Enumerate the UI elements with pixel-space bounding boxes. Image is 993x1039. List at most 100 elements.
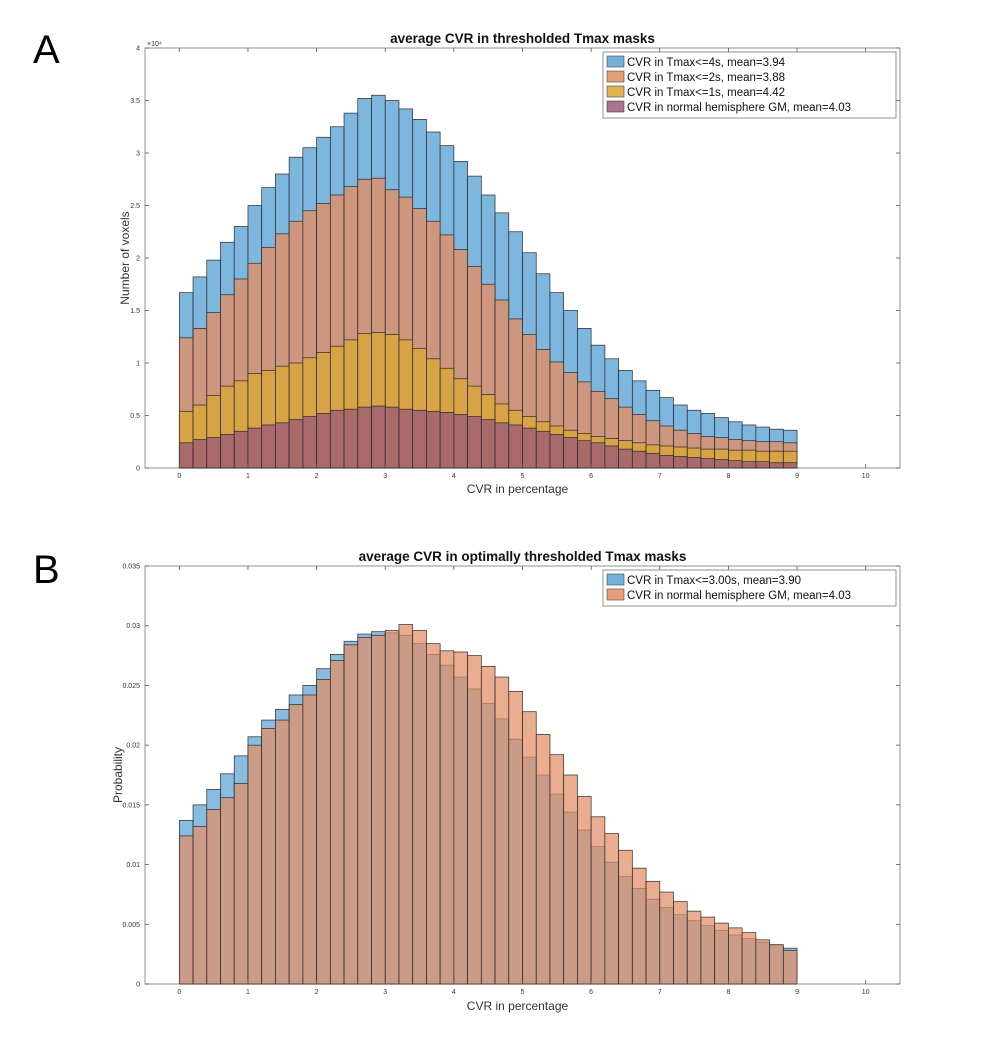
bar (741, 932, 757, 985)
bar (755, 461, 770, 469)
bar (508, 424, 523, 469)
x-tick-label: 4 (452, 989, 456, 996)
bar (261, 728, 276, 985)
bar (645, 880, 661, 985)
bar (206, 437, 221, 469)
x-tick-label: 3 (383, 473, 387, 480)
bar (494, 676, 510, 985)
chart-b: 0 1 2 3 4 5 6 7 8 9 10 0 0.005 0.01 0.015 0.02 0.025 0.03… (111, 549, 901, 1013)
bar (522, 711, 537, 985)
chart-title: average CVR in thresholded Tmax masks (390, 31, 655, 46)
bar (343, 408, 359, 469)
bar (604, 833, 619, 985)
bar (563, 437, 578, 469)
bar (467, 416, 482, 469)
panel-label-a: A (33, 28, 60, 72)
x-tick-label: 7 (658, 473, 662, 480)
legend-entry: CVR in Tmax<=2s, mean=3.88 (627, 72, 785, 84)
y-tick-label: 0 (136, 982, 140, 989)
bar (700, 458, 716, 469)
x-tick-label: 8 (726, 473, 730, 480)
bar (577, 796, 592, 985)
bar (659, 891, 674, 985)
bar (522, 427, 537, 469)
bar (302, 416, 317, 469)
bar (316, 679, 331, 985)
legend-swatch (606, 70, 625, 83)
bar (535, 734, 551, 985)
bar (590, 442, 606, 469)
legend-swatch (606, 573, 625, 586)
legend-swatch (606, 55, 625, 68)
bar (426, 410, 441, 469)
bar (220, 434, 235, 469)
y-tick-label: 0.02 (126, 743, 140, 750)
legend-entry: CVR in normal hemisphere GM, mean=4.03 (627, 590, 851, 602)
bar (549, 754, 565, 985)
y-tick-label: 2.5 (130, 203, 140, 210)
bar (659, 455, 674, 469)
bar (192, 826, 208, 985)
y-axis-label: Number of voxels (118, 211, 132, 304)
x-tick-label: 9 (795, 473, 799, 480)
x-tick-label: 8 (726, 989, 730, 996)
bar (288, 704, 304, 985)
bar (782, 950, 798, 985)
y-tick-label: 0 (136, 466, 140, 473)
bar (508, 691, 523, 985)
bar (673, 901, 688, 985)
legend-entry: CVR in Tmax<=1s, mean=4.42 (627, 87, 785, 99)
y-axis-label: Probability (111, 747, 125, 803)
y-tick-label: 0.005 (122, 922, 140, 929)
bar (220, 797, 235, 985)
bar (357, 406, 372, 469)
bar (329, 409, 345, 469)
bar (631, 450, 647, 469)
bar (439, 412, 455, 469)
bar (769, 944, 784, 985)
y-tick-label: 3 (136, 151, 140, 158)
bar (618, 448, 633, 469)
bar (288, 419, 304, 469)
y-tick-label: 4 (136, 46, 140, 53)
bar (590, 816, 606, 985)
bar (192, 439, 208, 469)
y-tick-label: 0.035 (122, 564, 140, 571)
bar (275, 719, 290, 985)
bar (206, 809, 221, 985)
x-tick-label: 10 (862, 989, 870, 996)
bar (384, 630, 400, 985)
y-tick-label: 2 (136, 256, 140, 263)
x-tick-label: 6 (589, 989, 593, 996)
bar (700, 916, 716, 985)
series-2 (178, 624, 798, 985)
bar (302, 694, 317, 985)
legend-box (602, 569, 897, 607)
bar (247, 427, 263, 469)
y-tick-label: 3.5 (130, 98, 140, 105)
chart-a: 0 1 2 3 4 5 6 7 8 9 10 0 0.5 1 1.5 2 2.5 3 3.5 4 ×10⁴ average… (118, 31, 901, 496)
bar (178, 442, 194, 469)
y-tick-label: 0.5 (130, 413, 140, 420)
legend-swatch (606, 100, 625, 113)
panel-label-b: B (33, 548, 60, 592)
x-tick-label: 7 (658, 989, 662, 996)
x-tick-label: 0 (177, 473, 181, 480)
bar (535, 430, 551, 469)
y-tick-label: 1.5 (130, 308, 140, 315)
legend-box (602, 51, 897, 119)
x-tick-label: 5 (521, 473, 525, 480)
bar (178, 835, 194, 985)
x-tick-label: 9 (795, 989, 799, 996)
bar (577, 440, 592, 469)
bar (467, 655, 482, 985)
bar (686, 457, 702, 469)
bar (412, 409, 427, 469)
bar (604, 445, 619, 469)
x-tick-label: 1 (246, 473, 250, 480)
bar (714, 459, 729, 469)
bar (384, 406, 400, 469)
bar (439, 650, 455, 985)
bar (686, 910, 702, 985)
x-tick-label: 3 (383, 989, 387, 996)
